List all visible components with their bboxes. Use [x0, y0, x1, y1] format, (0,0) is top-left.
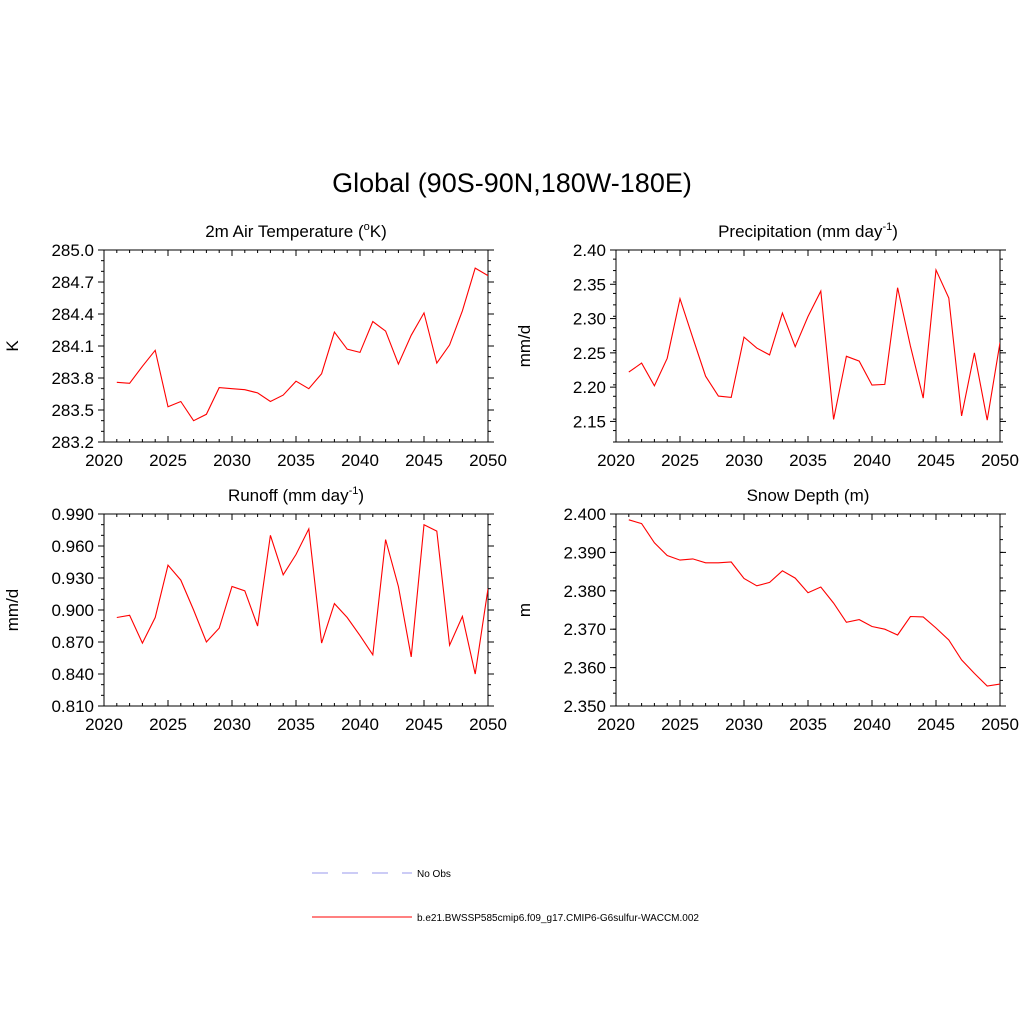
y-tick-label-runoff: 0.990 — [51, 505, 94, 524]
y-axis-label-precipitation: mm/d — [515, 325, 534, 368]
y-tick-label-temperature: 283.2 — [51, 433, 94, 452]
chart-title-runoff: Runoff (mm day-1) — [228, 485, 364, 505]
y-axis-label-temperature: K — [3, 340, 22, 352]
y-tick-label-snow-depth: 2.370 — [563, 620, 606, 639]
y-tick-label-runoff: 0.810 — [51, 697, 94, 716]
y-tick-label-runoff: 0.960 — [51, 537, 94, 556]
x-tick-label-snow-depth: 2035 — [789, 715, 827, 734]
plot-frame-temperature — [103, 249, 489, 443]
chart-runoff: Runoff (mm day-1) 2020 2025 2030 2035 2040 204… — [3, 485, 507, 734]
y-tick-label-precipitation: 2.40 — [573, 241, 606, 260]
y-tick-label-runoff: 0.930 — [51, 569, 94, 588]
x-tick-label-runoff: 2030 — [213, 715, 251, 734]
x-tick-label-runoff: 2040 — [341, 715, 379, 734]
x-tick-label-runoff: 2045 — [405, 715, 443, 734]
y-tick-label-temperature: 283.5 — [51, 401, 94, 420]
x-tick-label-runoff: 2020 — [85, 715, 123, 734]
y-axis-label-snow-depth: m — [515, 603, 534, 617]
x-tick-label-snow-depth: 2030 — [725, 715, 763, 734]
x-tick-label-snow-depth: 2050 — [981, 715, 1019, 734]
chart-title-snow-depth: Snow Depth (m) — [747, 486, 870, 505]
y-tick-label-precipitation: 2.15 — [573, 412, 606, 431]
x-tick-label-precipitation: 2025 — [661, 451, 699, 470]
x-tick-label-precipitation: 2020 — [597, 451, 635, 470]
series-line-runoff — [116, 523, 488, 675]
legend: No Obs b.e21.BWSSP585cmip6.f09_g17.CMIP6… — [312, 869, 699, 924]
x-tick-label-precipitation: 2030 — [725, 451, 763, 470]
x-tick-label-runoff: 2025 — [149, 715, 187, 734]
legend-label-no-obs: No Obs — [417, 869, 451, 880]
x-tick-label-temperature: 2030 — [213, 451, 251, 470]
legend-label-model: b.e21.BWSSP585cmip6.f09_g17.CMIP6-G6sulf… — [417, 913, 699, 924]
plot-frame-precipitation — [615, 249, 1001, 443]
plot-frame-snow-depth — [615, 513, 1001, 707]
figure-title: Global (90S-90N,180W-180E) — [332, 168, 692, 198]
x-tick-label-precipitation: 2040 — [853, 451, 891, 470]
chart-temperature: 2m Air Temperature (oK) 2020 2025 2030 2035 2… — [3, 221, 507, 470]
x-tick-label-temperature: 2020 — [85, 451, 123, 470]
chart-title-precipitation: Precipitation (mm day-1) — [718, 221, 898, 241]
y-tick-label-precipitation: 2.25 — [573, 344, 606, 363]
y-tick-label-snow-depth: 2.380 — [563, 582, 606, 601]
chart-title-temperature: 2m Air Temperature (oK) — [205, 221, 387, 241]
x-tick-label-temperature: 2040 — [341, 451, 379, 470]
series-line-precipitation — [628, 267, 1000, 421]
x-tick-label-snow-depth: 2025 — [661, 715, 699, 734]
y-tick-label-snow-depth: 2.350 — [563, 697, 606, 716]
y-axis-label-runoff: mm/d — [3, 589, 22, 632]
chart-precipitation: Precipitation (mm day-1) 2020 2025 2030 2035… — [515, 221, 1019, 470]
x-tick-label-runoff: 2035 — [277, 715, 315, 734]
x-tick-label-snow-depth: 2045 — [917, 715, 955, 734]
y-tick-label-snow-depth: 2.360 — [563, 659, 606, 678]
y-tick-label-precipitation: 2.30 — [573, 310, 606, 329]
chart-snow-depth: Snow Depth (m) 2020 2025 2030 2035 2040 2045 20… — [515, 486, 1019, 734]
y-tick-label-snow-depth: 2.400 — [563, 505, 606, 524]
x-tick-label-runoff: 2050 — [469, 715, 507, 734]
x-tick-label-precipitation: 2035 — [789, 451, 827, 470]
x-tick-label-temperature: 2045 — [405, 451, 443, 470]
y-tick-label-snow-depth: 2.390 — [563, 543, 606, 562]
plot-frame-runoff — [103, 513, 489, 707]
y-tick-label-temperature: 283.8 — [51, 369, 94, 388]
x-tick-label-snow-depth: 2040 — [853, 715, 891, 734]
x-tick-label-snow-depth: 2020 — [597, 715, 635, 734]
x-tick-label-temperature: 2050 — [469, 451, 507, 470]
y-tick-label-runoff: 0.900 — [51, 601, 94, 620]
y-tick-label-runoff: 0.840 — [51, 665, 94, 684]
x-tick-label-temperature: 2025 — [149, 451, 187, 470]
series-line-snow-depth — [628, 519, 1000, 687]
y-tick-label-precipitation: 2.35 — [573, 275, 606, 294]
y-tick-label-temperature: 285.0 — [51, 241, 94, 260]
y-tick-label-temperature: 284.1 — [51, 337, 94, 356]
y-tick-label-runoff: 0.870 — [51, 633, 94, 652]
chart-panels: 2m Air Temperature (oK) 2020 2025 2030 2035 2… — [3, 221, 1019, 734]
x-tick-label-precipitation: 2050 — [981, 451, 1019, 470]
series-line-temperature — [116, 267, 488, 422]
y-tick-label-temperature: 284.7 — [51, 273, 94, 292]
y-tick-label-temperature: 284.4 — [51, 305, 94, 324]
x-tick-label-precipitation: 2045 — [917, 451, 955, 470]
y-tick-label-precipitation: 2.20 — [573, 378, 606, 397]
x-tick-label-temperature: 2035 — [277, 451, 315, 470]
